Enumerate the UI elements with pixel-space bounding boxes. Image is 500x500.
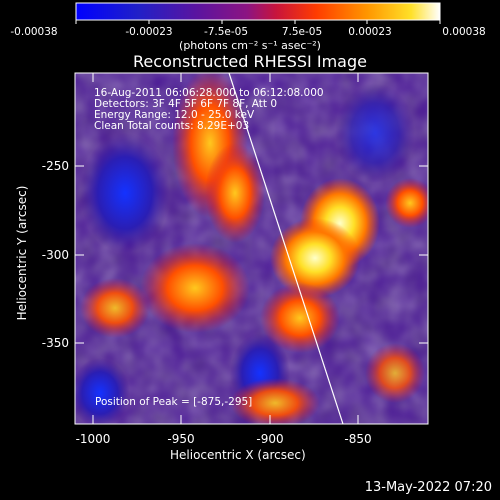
x-tick-label: -950 bbox=[167, 432, 195, 446]
colorbar-tick: -0.00023 bbox=[125, 26, 173, 38]
y-tick-label: -300 bbox=[41, 248, 69, 262]
x-axis-label: Heliocentric X (arcsec) bbox=[170, 448, 306, 462]
colorbar-units: (photons cm⁻² s⁻¹ asec⁻²) bbox=[179, 39, 321, 52]
colorbar bbox=[75, 2, 441, 24]
info-detectors: Detectors: 3F 4F 5F 6F 7F 8F, Att 0 bbox=[94, 98, 278, 110]
x-tick-label: -1000 bbox=[75, 432, 111, 446]
colorbar-gradient bbox=[75, 2, 441, 21]
colorbar-tick: 0.00038 bbox=[442, 26, 486, 38]
solar-limb-line bbox=[228, 73, 344, 424]
colorbar-tick: -0.00038 bbox=[10, 26, 58, 38]
colorbar-tick: -7.5e-05 bbox=[203, 26, 249, 38]
x-tick-label: -850 bbox=[344, 432, 372, 446]
hot-regions bbox=[80, 73, 428, 424]
colorbar-ticks bbox=[75, 20, 441, 24]
y-axis-label: Heliocentric Y (arcsec) bbox=[15, 185, 29, 321]
y-tick-label: -350 bbox=[41, 336, 69, 350]
info-time-range: 16-Aug-2011 06:06:28.000 to 06:12:08.000 bbox=[94, 87, 324, 99]
info-total-counts: Clean Total counts: 8.29E+03 bbox=[94, 120, 250, 132]
plot-title: Reconstructed RHESSI Image bbox=[133, 52, 367, 71]
cool-regions bbox=[75, 83, 415, 424]
colorbar-tick: 0.00023 bbox=[348, 26, 392, 38]
colorbar-tick: 7.5e-05 bbox=[281, 26, 323, 38]
image-panel bbox=[75, 73, 428, 424]
info-energy-range: Energy Range: 12.0 - 25.0 keV bbox=[94, 109, 255, 121]
x-tick-label: -900 bbox=[256, 432, 284, 446]
timestamp-footer: 13-May-2022 07:20 bbox=[364, 480, 492, 495]
y-tick-label: -250 bbox=[41, 159, 69, 173]
peak-position: Position of Peak = [-875,-295] bbox=[95, 396, 253, 408]
